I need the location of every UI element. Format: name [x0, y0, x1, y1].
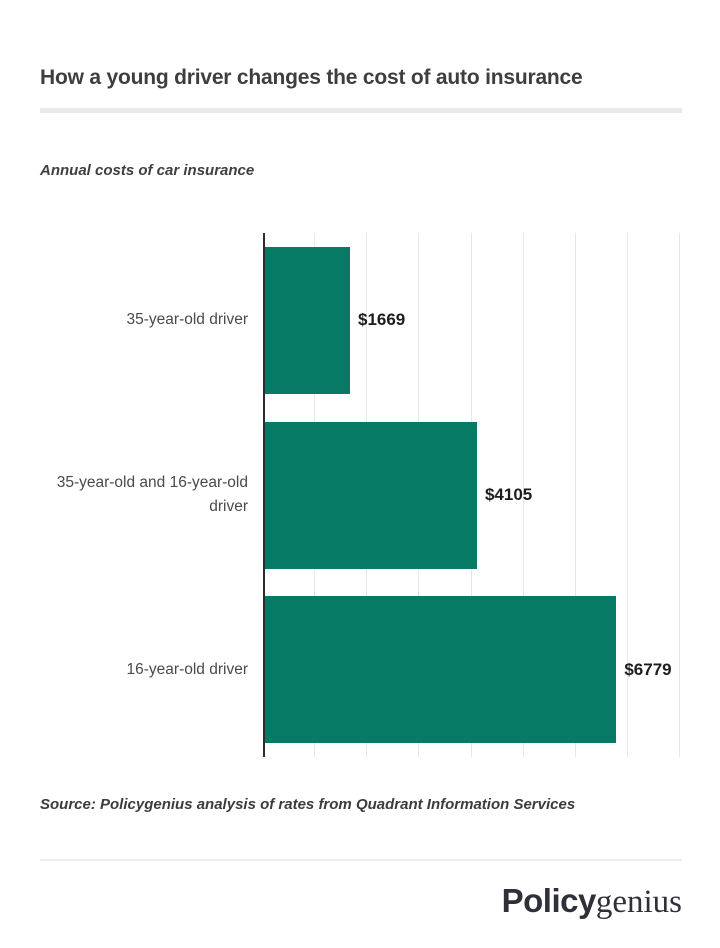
category-label: 16-year-old driver — [0, 582, 248, 757]
title-divider — [40, 108, 682, 113]
bar-row: $1669 — [263, 233, 680, 408]
gridline — [522, 233, 524, 757]
gridline — [574, 233, 576, 757]
category-label: 35-year-old driver — [0, 233, 248, 408]
logo-text-bold: Policy — [501, 882, 597, 919]
bar-row: $4105 — [263, 408, 680, 583]
bar-chart: 35-year-old driver 35-year-old and 16-yea… — [0, 233, 720, 757]
category-label-line: 35-year-old driver — [126, 311, 248, 329]
bar — [263, 421, 477, 569]
category-label-line: 35-year-old and 16-year-old — [56, 474, 248, 491]
value-label: $4105 — [484, 485, 533, 504]
chart-subtitle: Annual costs of car insurance — [40, 162, 255, 179]
bar-rows: $1669 $4105 $6779 — [263, 233, 680, 757]
source-note: Source: Policygenius analysis of rates f… — [40, 796, 576, 813]
footer-divider — [40, 859, 682, 861]
bar — [263, 596, 617, 744]
y-axis-line — [263, 233, 265, 757]
plot-area: $1669 $4105 $6779 — [263, 233, 680, 757]
logo-text-serif: genius — [595, 884, 682, 920]
category-label-line: 16-year-old driver — [126, 660, 248, 678]
bar — [263, 246, 350, 394]
page-title: How a young driver changes the cost of a… — [40, 66, 583, 90]
policygenius-logo: Policygenius — [502, 882, 682, 921]
category-label-line: driver — [209, 498, 248, 515]
value-label: $1669 — [357, 310, 406, 330]
gridline — [679, 233, 680, 757]
category-labels: 35-year-old driver 35-year-old and 16-yea… — [0, 233, 248, 757]
bar-row: $6779 — [263, 582, 680, 757]
gridline — [626, 233, 628, 757]
category-label: 35-year-old and 16-year-old driver — [0, 408, 248, 583]
value-label: $6779 — [624, 659, 672, 679]
